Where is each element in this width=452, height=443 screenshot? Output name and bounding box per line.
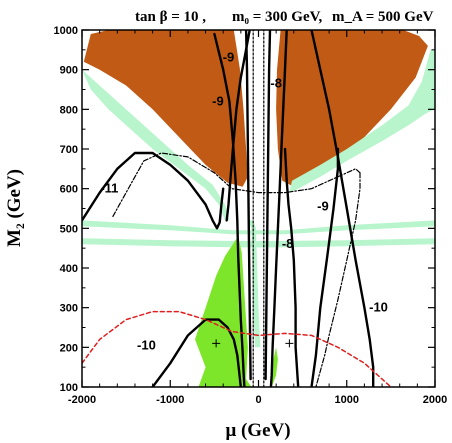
y-tick-label-6: 700: [60, 144, 78, 156]
y-axis-ticks: 100 200 300 400 500 600 700 800 900 1000: [54, 25, 435, 394]
contour-label-4: -10: [137, 337, 156, 352]
region-wmap-horizontal-band-2: [82, 220, 435, 235]
shaded-regions: [82, 30, 435, 387]
cross-marker-0: [212, 339, 221, 348]
y-tick-label-7: 800: [60, 104, 78, 116]
y-tick-label-5: 600: [60, 184, 78, 196]
x-tick-label-4: 2000: [423, 394, 447, 406]
region-wmap-vertical-band: [247, 220, 261, 348]
contour-line--11-2: [82, 151, 225, 230]
region-wmap-right-band: [289, 49, 435, 193]
contour-line-unlabeled-12: [112, 152, 361, 217]
y-axis-label: M₂ (GeV): [4, 169, 25, 247]
cross-marker-1: [285, 339, 294, 348]
y-tick-label-3: 400: [60, 263, 78, 275]
y-tick-label-0: 100: [60, 382, 78, 394]
contour-line-unlabeled-13: [315, 172, 361, 387]
contour-line--9-5: [310, 147, 340, 387]
contour-line-unlabeled-7: [225, 30, 251, 222]
contour-label-2: -8: [270, 76, 282, 91]
x-tick-label-2: 0: [255, 394, 261, 406]
contour-label-7: -8: [282, 236, 294, 251]
y-tick-label-8: 900: [60, 65, 78, 77]
x-axis-ticks: -2000 -1000 0 1000 2000: [68, 30, 447, 406]
x-tick-label-0: -2000: [68, 394, 96, 406]
contour-line-unlabeled-14: [82, 310, 392, 387]
region-wmap-horizontal-band-1: [82, 238, 435, 248]
contour-label-0: -9: [223, 50, 235, 65]
region-bsg-green-region: [195, 236, 252, 387]
title-m0: m₀ = 300 GeV,: [232, 9, 323, 25]
contour-line-unlabeled-8: [244, 30, 252, 381]
contour-lines: [82, 30, 392, 387]
x-tick-label-3: 1000: [335, 394, 359, 406]
contour-line-unlabeled-9: [264, 30, 272, 381]
x-tick-label-1: -1000: [156, 394, 184, 406]
contour-label-3: -11: [100, 181, 118, 196]
contour-line--8-6: [283, 147, 300, 387]
y-tick-label-2: 300: [60, 303, 78, 315]
region-brown-left: [83, 30, 248, 187]
contour-line--10-4: [310, 30, 375, 387]
x-axis-label: μ (GeV): [225, 420, 290, 441]
contour-label-5: -10: [369, 300, 388, 315]
y-tick-label-4: 500: [60, 223, 78, 235]
contour-line--9-0: [213, 32, 246, 387]
y-tick-label-1: 200: [60, 342, 78, 354]
contour-label-1: -9: [212, 93, 224, 108]
region-wmap-left-band: [82, 69, 230, 221]
contour-label-6: -9: [317, 198, 329, 213]
chart-title: tan β = 10 , m₀ = 300 GeV, m_A = 500 GeV: [135, 9, 434, 25]
y-tick-label-9: 1000: [54, 25, 78, 37]
title-mA: m_A = 500 GeV: [332, 9, 434, 25]
contour-line--8-1: [269, 30, 288, 387]
contour-labels: -9 -9 -8 -11 -10 -10 -9 -8: [100, 50, 388, 353]
contour-line--10-3: [151, 318, 243, 387]
plot-markers: [212, 339, 294, 348]
region-brown-right: [276, 30, 428, 187]
title-tanb: tan β = 10 ,: [135, 9, 206, 25]
